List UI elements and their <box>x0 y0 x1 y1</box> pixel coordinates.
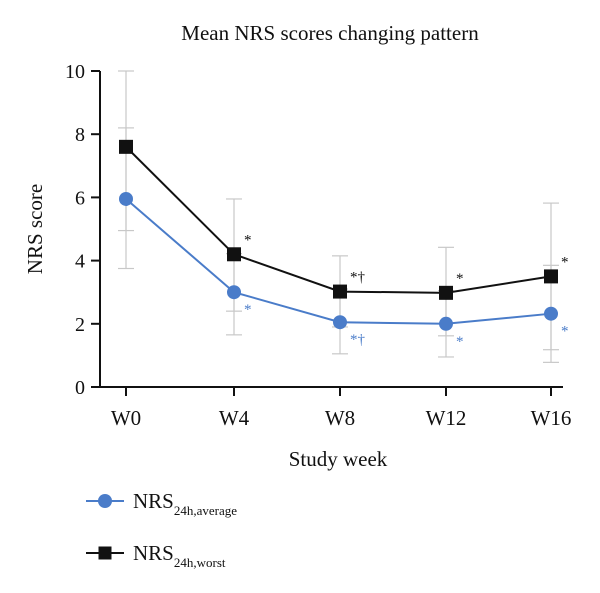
series-line-average <box>125 198 552 325</box>
legend: NRS24h,average NRS24h,worst <box>86 489 237 570</box>
legend-worst-subscript: 24h,worst <box>174 555 226 570</box>
annotation-average: * <box>244 302 252 318</box>
legend-average-name: NRS <box>133 489 174 513</box>
legend-worst-label: NRS24h,worst <box>133 541 226 570</box>
data-point-worst <box>227 247 241 262</box>
data-point-average <box>119 191 133 206</box>
legend-worst-name: NRS <box>133 541 174 565</box>
legend-average-label: NRS24h,average <box>133 489 237 518</box>
annotation-average: *† <box>350 332 366 348</box>
legend-average-marker <box>98 494 112 508</box>
legend-average-subscript: 24h,average <box>174 503 237 518</box>
annotation-worst: * <box>244 232 252 248</box>
y-tick-label: 8 <box>75 124 85 146</box>
significance-annotations: * *† * * * *† * * <box>244 232 569 350</box>
data-point-worst <box>119 139 133 154</box>
legend-worst-marker <box>98 546 112 560</box>
annotation-average: * <box>561 324 569 340</box>
data-point-average <box>333 315 347 330</box>
series-line-worst <box>125 146 552 294</box>
data-point-worst <box>544 269 558 284</box>
data-point-average <box>227 285 241 300</box>
annotation-average: * <box>456 334 464 350</box>
y-tick-label: 0 <box>75 377 85 399</box>
data-point-average <box>439 316 453 331</box>
data-point-average <box>544 306 558 321</box>
annotation-worst: * <box>561 254 569 270</box>
y-tick-label: 2 <box>75 314 85 336</box>
x-tick-label: W16 <box>531 406 572 430</box>
y-axis-label: NRS score <box>23 184 47 274</box>
x-axis-label: Study week <box>289 447 388 471</box>
x-tick-label: W0 <box>111 406 141 430</box>
x-tick-label: W4 <box>219 406 250 430</box>
annotation-worst: *† <box>350 270 366 286</box>
data-point-worst <box>333 284 347 299</box>
x-tick-label: W8 <box>325 406 355 430</box>
x-tick-label: W12 <box>426 406 467 430</box>
y-tick-label: 6 <box>75 187 85 209</box>
y-tick-label: 4 <box>75 251 85 273</box>
axes: 0 2 4 6 8 10 W0 W4 W8 W12 W16 <box>65 61 571 430</box>
data-point-worst <box>439 285 453 300</box>
chart-title: Mean NRS scores changing pattern <box>181 21 479 45</box>
annotation-worst: * <box>456 271 464 287</box>
y-tick-label: 10 <box>65 61 85 83</box>
series-markers <box>119 139 558 331</box>
